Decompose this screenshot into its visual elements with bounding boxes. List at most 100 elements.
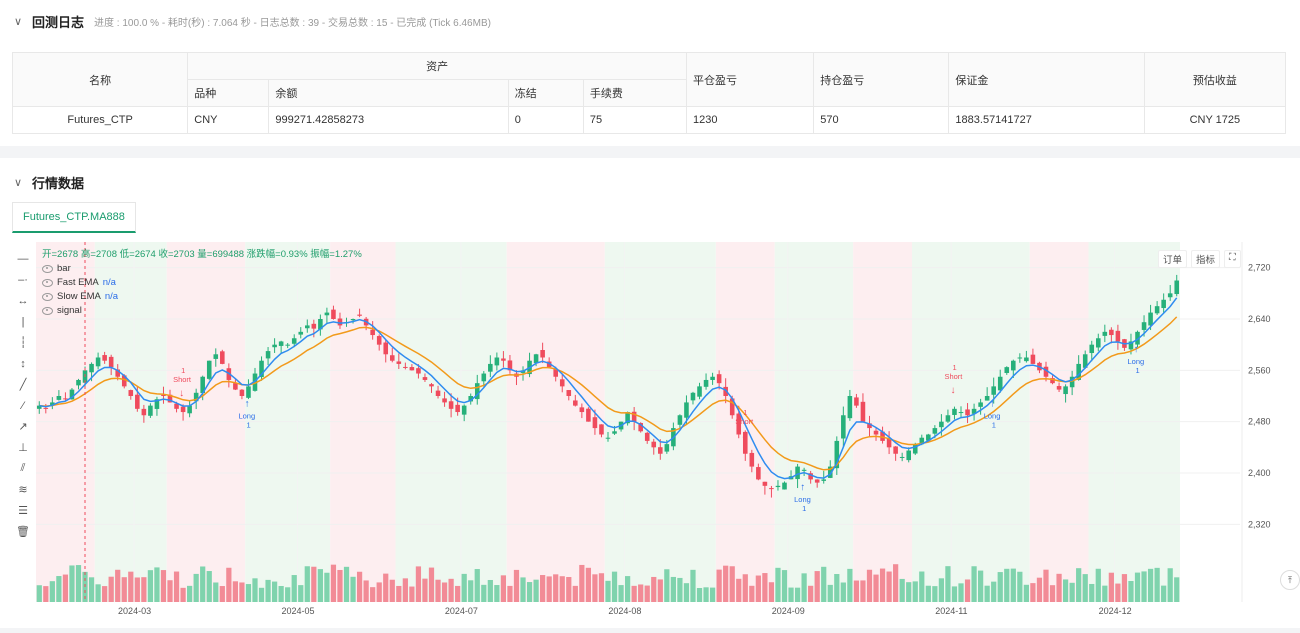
- candle-body: [566, 390, 572, 396]
- candle-body: [926, 434, 931, 441]
- candle-body: [762, 481, 768, 486]
- volume-bar: [729, 566, 735, 602]
- candle-body: [893, 446, 898, 454]
- candle-body: [501, 358, 506, 361]
- legend-slow-ema[interactable]: Slow EMA n/a: [42, 290, 362, 304]
- market-data-header[interactable]: ∨ 行情数据: [14, 173, 84, 192]
- volume-bar: [1069, 582, 1075, 602]
- volume-bar: [520, 577, 526, 602]
- indicator-button[interactable]: 指标: [1191, 250, 1221, 268]
- tab-futures-ctp-ma888[interactable]: Futures_CTP.MA888: [12, 202, 136, 233]
- volume-bar: [56, 576, 62, 602]
- volume-bar: [298, 585, 304, 602]
- candle-body: [324, 312, 330, 316]
- vertical-ray-tool-icon[interactable]: ┆: [19, 337, 27, 349]
- legend-fast-ema[interactable]: Fast EMA n/a: [42, 276, 362, 290]
- candle-body: [729, 398, 735, 416]
- legend-signal[interactable]: signal: [42, 304, 362, 318]
- eye-icon[interactable]: [42, 293, 53, 301]
- fibonacci-tool-icon[interactable]: ≋: [18, 484, 28, 496]
- candle-body: [1148, 312, 1153, 326]
- vertical-line-tool-icon[interactable]: |: [21, 315, 25, 328]
- chevron-down-icon[interactable]: ∨: [14, 16, 23, 28]
- volume-bar: [801, 573, 807, 602]
- candle-body: [899, 456, 905, 458]
- candle-body: [756, 467, 761, 480]
- candle-body: [1082, 354, 1088, 368]
- volume-bar: [768, 582, 775, 602]
- candle-body: [311, 323, 317, 329]
- signal-count: 1: [992, 420, 996, 429]
- chevron-down-icon[interactable]: ∨: [14, 177, 23, 189]
- volume-bar: [775, 567, 781, 602]
- volume-bar: [219, 586, 225, 602]
- eye-icon[interactable]: [42, 307, 53, 315]
- signal-label: Long: [1128, 357, 1145, 366]
- candle-body: [278, 341, 284, 346]
- volume-bar: [409, 586, 415, 602]
- horizontal-line-tool-icon[interactable]: —: [17, 252, 29, 265]
- candle-body: [141, 408, 147, 416]
- fullscreen-icon[interactable]: ⛶: [1224, 250, 1241, 268]
- volume-bar: [866, 569, 873, 602]
- y-tick-label: 2,480: [1248, 417, 1271, 427]
- candle-body: [749, 452, 755, 467]
- candle-body: [180, 406, 186, 413]
- vertical-segment-tool-icon[interactable]: ↕: [20, 357, 26, 370]
- price-line-tool-icon[interactable]: ⊥: [18, 442, 28, 454]
- volume-bar: [271, 581, 278, 602]
- signal-count: 1: [802, 504, 806, 513]
- arrow-tool-icon[interactable]: ↗: [18, 421, 28, 433]
- trash-icon[interactable]: 🗑: [16, 526, 30, 538]
- bottom-divider: [0, 628, 1300, 633]
- header-balance: 余额: [268, 79, 509, 107]
- volume-bar: [958, 583, 964, 602]
- header-frozen: 冻结: [507, 79, 584, 107]
- volume-bar: [206, 571, 212, 602]
- eye-icon[interactable]: [42, 265, 53, 273]
- y-tick-label: 2,560: [1248, 365, 1271, 375]
- chart-legend: 开=2678 高=2708 低=2674 收=2703 量=699488 涨跌幅…: [42, 248, 362, 318]
- candle-body: [638, 422, 643, 432]
- volume-bar: [147, 570, 154, 602]
- candle-body: [703, 379, 709, 387]
- volume-bar: [598, 573, 605, 602]
- x-tick-label: 2024-05: [281, 606, 314, 614]
- x-tick-label: 2024-11: [935, 606, 967, 614]
- candlestick-chart[interactable]: 2,720 2,640 2,560 2,480 2,400 2,320 2024-03 202…: [12, 234, 1300, 614]
- cell-est-return: CNY 1725: [1143, 106, 1287, 134]
- y-tick-label: 2,640: [1248, 314, 1271, 324]
- candle-body: [370, 329, 375, 336]
- candle-body: [834, 440, 840, 469]
- candle-body: [1030, 354, 1036, 364]
- volume-bar: [893, 564, 899, 602]
- candle-body: [298, 331, 304, 335]
- volume-bar: [879, 568, 886, 602]
- fib-levels-tool-icon[interactable]: ☰: [18, 505, 28, 517]
- volume-bar: [187, 585, 193, 602]
- horizontal-ray-tool-icon[interactable]: –·: [18, 273, 28, 286]
- legend-bar[interactable]: bar: [42, 262, 362, 276]
- eye-icon[interactable]: [42, 279, 53, 287]
- signal-label: Long: [238, 411, 255, 420]
- backtest-log-header[interactable]: ∨ 回测日志 进度 : 100.0 % - 耗时(秒) : 7.064 秒 - …: [14, 12, 491, 31]
- volume-bar: [624, 576, 631, 602]
- volume-bar: [762, 573, 768, 602]
- horizontal-segment-tool-icon[interactable]: ↔: [17, 294, 29, 307]
- candle-body: [573, 400, 578, 406]
- candle-body: [36, 405, 42, 409]
- legend-slow-ema-value: n/a: [104, 291, 119, 302]
- candle-body: [409, 367, 415, 371]
- volume-bar: [278, 586, 284, 602]
- parallel-channel-tool-icon[interactable]: ⫽: [20, 462, 26, 474]
- scroll-top-icon[interactable]: ⤒: [1280, 570, 1300, 590]
- volume-bar: [226, 567, 232, 602]
- volume-bar: [834, 574, 840, 602]
- ray-line-tool-icon[interactable]: ⁄: [22, 399, 24, 412]
- candle-body: [233, 383, 238, 390]
- volume-bar: [180, 587, 186, 602]
- volume-bar: [402, 578, 408, 602]
- trend-line-tool-icon[interactable]: ╱: [19, 379, 27, 391]
- cell-closed-pnl: 1230: [686, 106, 815, 134]
- order-button[interactable]: 订单: [1158, 250, 1188, 268]
